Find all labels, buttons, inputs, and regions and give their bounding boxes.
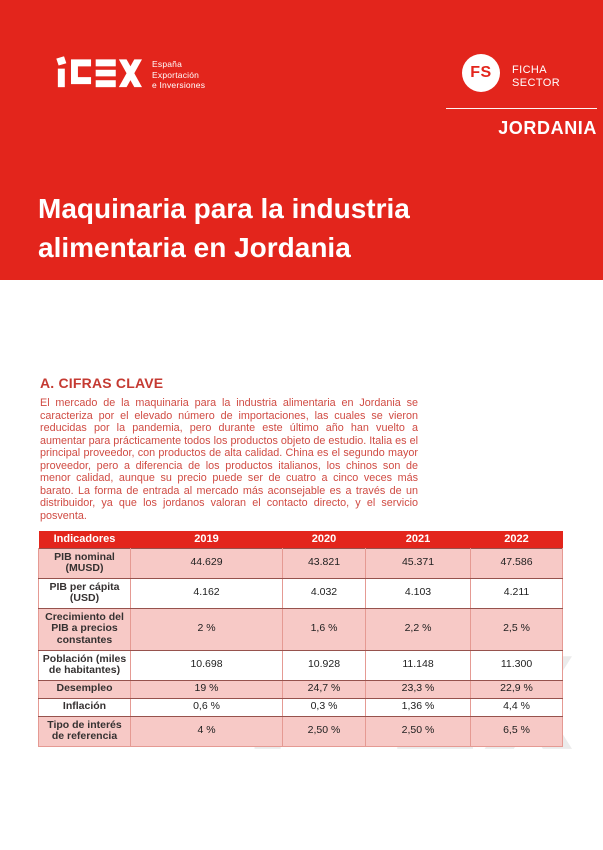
table-row: PIB per cápita (USD) 4.162 4.032 4.103 4… [38, 577, 563, 609]
table-row: PIB nominal (MUSD) 44.629 43.821 45.371 … [38, 547, 563, 579]
badge-initials: FS [470, 64, 492, 81]
value-cell: 4 % [130, 715, 283, 747]
table-row: Población (miles de habitantes) 10.698 1… [38, 649, 563, 681]
tagline-line: Exportación [152, 69, 200, 80]
icex-logo-icon [54, 56, 142, 89]
indicator-cell: Inflación [38, 697, 131, 717]
column-header: 2021 [365, 531, 471, 548]
value-cell: 1,6 % [282, 607, 366, 651]
column-header: 2019 [130, 531, 283, 548]
document-body: A. CIFRAS CLAVE El mercado de la maquina… [0, 280, 603, 850]
tagline-line: e Inversiones [152, 80, 206, 90]
value-cell: 22,9 % [470, 679, 563, 699]
ficha-sector-label: FICHA SECTOR [512, 64, 561, 89]
value-cell: 4.103 [365, 577, 471, 609]
table-row: Inflación 0,6 % 0,3 % 1,36 % 4,4 % [38, 697, 563, 717]
country-divider [446, 108, 597, 109]
value-cell: 2,50 % [282, 715, 366, 747]
value-cell: 11.148 [365, 649, 471, 681]
value-cell: 0,6 % [130, 697, 283, 717]
value-cell: 2,2 % [365, 607, 471, 651]
table-row: Crecimiento del PIB a precios constantes… [38, 607, 563, 651]
value-cell: 10.928 [282, 649, 366, 681]
column-header: Indicadores [38, 531, 131, 548]
value-cell: 2,5 % [470, 607, 563, 651]
value-cell: 2 % [130, 607, 283, 651]
value-cell: 4.032 [282, 577, 366, 609]
page-title: Maquinaria para la industria alimentaria… [38, 192, 410, 263]
value-cell: 23,3 % [365, 679, 471, 699]
indicator-cell: Población (miles de habitantes) [38, 649, 131, 681]
value-cell: 4.162 [130, 577, 283, 609]
column-header: 2020 [282, 531, 366, 548]
indicator-cell: PIB per cápita (USD) [38, 577, 131, 609]
ficha-sector-badge: FS [462, 54, 500, 92]
indicator-cell: PIB nominal (MUSD) [38, 547, 131, 579]
country-label: JORDANIA [498, 118, 597, 138]
indicators-table: Indicadores 2019 2020 2021 2022 PIB nomi… [38, 531, 563, 747]
value-cell: 0,3 % [282, 697, 366, 717]
table-header-row: Indicadores 2019 2020 2021 2022 [38, 531, 563, 548]
value-cell: 11.300 [470, 649, 563, 681]
value-cell: 10.698 [130, 649, 283, 681]
section-paragraph: El mercado de la maquinaria para la indu… [40, 397, 418, 522]
value-cell: 44.629 [130, 547, 283, 579]
header-band: España Exportación e Inversiones FS FICH… [0, 0, 603, 280]
logo-tagline: España Exportación e Inversiones [152, 59, 205, 91]
value-cell: 6,5 % [470, 715, 563, 747]
value-cell: 2,50 % [365, 715, 471, 747]
value-cell: 1,36 % [365, 697, 471, 717]
value-cell: 19 % [130, 679, 283, 699]
section-heading: A. CIFRAS CLAVE [40, 375, 164, 391]
value-cell: 43.821 [282, 547, 366, 579]
table-row: Desempleo 19 % 24,7 % 23,3 % 22,9 % [38, 679, 563, 699]
table-row: Tipo de interés de referencia 4 % 2,50 %… [38, 715, 563, 747]
value-cell: 45.371 [365, 547, 471, 579]
value-cell: 4.211 [470, 577, 563, 609]
value-cell: 24,7 % [282, 679, 366, 699]
value-cell: 47.586 [470, 547, 563, 579]
indicator-cell: Crecimiento del PIB a precios constantes [38, 607, 131, 651]
indicator-cell: Desempleo [38, 679, 131, 699]
indicator-cell: Tipo de interés de referencia [38, 715, 131, 747]
tagline-line: España [152, 59, 183, 69]
column-header: 2022 [470, 531, 563, 548]
value-cell: 4,4 % [470, 697, 563, 717]
